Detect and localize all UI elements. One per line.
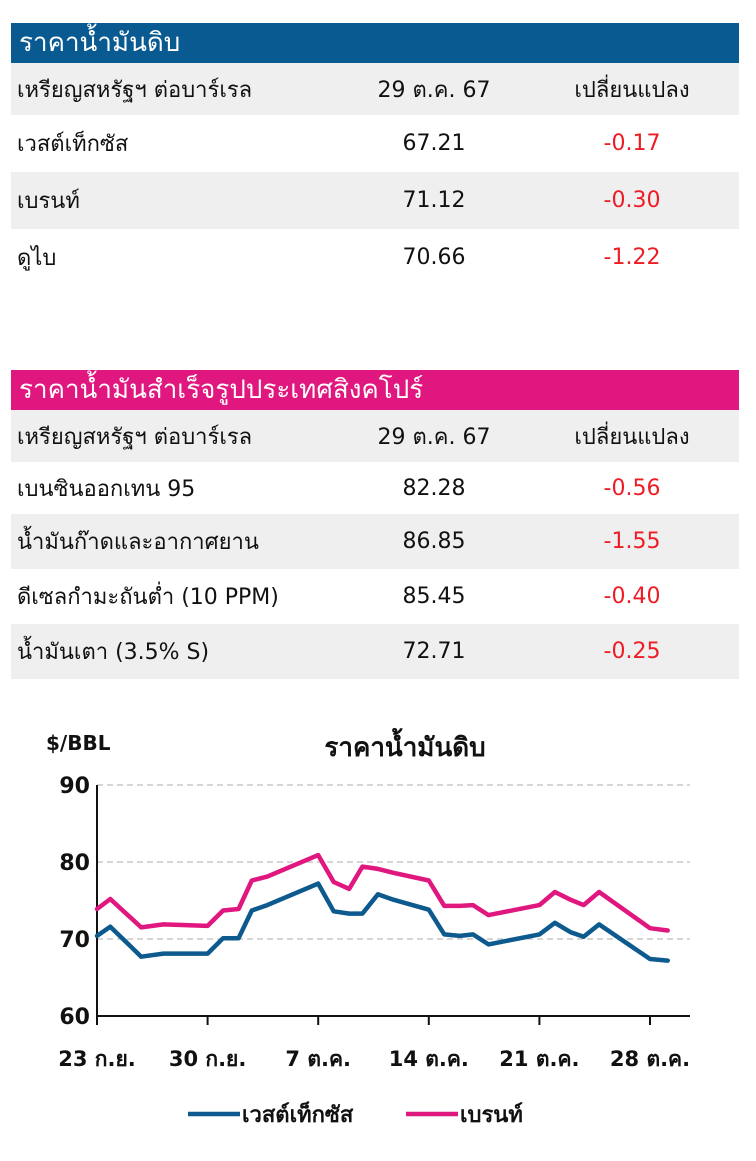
row-price: 71.12	[402, 188, 466, 213]
row-price: 72.71	[402, 639, 466, 664]
y-axis-label: $/BBL	[46, 731, 111, 755]
header-date: 29 ต.ค. 67	[377, 424, 491, 450]
table-row: น้ำมันก๊าดและอากาศยาน 86.85 -1.55	[11, 514, 739, 569]
refined-oil-table: ราคาน้ำมันสำเร็จรูปประเทศสิงคโปร์ เหรียญ…	[11, 370, 739, 679]
legend-label: เบรนท์	[460, 1102, 523, 1128]
y-tick-label: 90	[59, 774, 90, 799]
series-lines	[94, 852, 670, 963]
crude-oil-price-chart: $/BBL ราคาน้ำมันดิบ 60 70 80 90 23 ก.ย. 30 ก.…	[46, 727, 690, 1128]
x-tick-label: 30 ก.ย.	[169, 1047, 247, 1071]
axes: 60 70 80 90 23 ก.ย. 30 ก.ย. 7 ต.ค. 14 ต.ค. 21 ต.…	[58, 774, 690, 1071]
grid-lines	[97, 784, 690, 940]
crude-oil-table-header: เหรียญสหรัฐฯ ต่อบาร์เรล 29 ต.ค. 67 เปลี่…	[11, 63, 739, 115]
header-unit-label: เหรียญสหรัฐฯ ต่อบาร์เรล	[17, 424, 253, 450]
chart-title: ราคาน้ำมันดิบ	[324, 727, 485, 763]
row-change: -1.22	[603, 245, 661, 270]
table-row: เบนซินออกเทน 95 82.28 -0.56	[11, 462, 739, 514]
refined-oil-table-title: ราคาน้ำมันสำเร็จรูปประเทศสิงคโปร์	[11, 370, 739, 410]
y-tick-label: 70	[59, 928, 90, 953]
x-tick-label: 7 ต.ค.	[285, 1047, 351, 1071]
table-row: ดูไบ 70.66 -1.22	[11, 229, 739, 286]
header-change: เปลี่ยนแปลง	[574, 77, 690, 103]
row-name: น้ำมันเตา (3.5% S)	[17, 640, 210, 665]
header-unit-label: เหรียญสหรัฐฯ ต่อบาร์เรล	[17, 77, 253, 103]
table-row: เบรนท์ 71.12 -0.30	[11, 172, 739, 229]
crude-oil-table-title: ราคาน้ำมันดิบ	[11, 23, 739, 63]
y-tick-label: 80	[59, 851, 90, 876]
refined-oil-table-header: เหรียญสหรัฐฯ ต่อบาร์เรล 29 ต.ค. 67 เปลี่…	[11, 410, 739, 462]
legend: เวสต์เท็กซัส เบรนท์	[188, 1100, 523, 1128]
row-name: เวสต์เท็กซัส	[17, 132, 129, 157]
x-tick-label: 14 ต.ค.	[389, 1047, 469, 1071]
legend-label: เวสต์เท็กซัส	[242, 1100, 354, 1128]
row-change: -0.17	[603, 131, 661, 156]
table-row: น้ำมันเตา (3.5% S) 72.71 -0.25	[11, 624, 739, 679]
y-tick-label: 60	[59, 1005, 90, 1030]
row-change: -1.55	[603, 529, 661, 554]
crude-oil-table: ราคาน้ำมันดิบ เหรียญสหรัฐฯ ต่อบาร์เรล 29…	[11, 23, 739, 286]
row-change: -0.25	[603, 639, 661, 664]
row-price: 82.28	[402, 475, 466, 501]
header-date: 29 ต.ค. 67	[377, 77, 491, 103]
row-price: 70.66	[402, 245, 466, 270]
row-name: น้ำมันก๊าดและอากาศยาน	[17, 530, 259, 555]
row-price: 85.45	[402, 584, 466, 609]
x-tick-label: 28 ต.ค.	[610, 1047, 690, 1071]
table-row: ดีเซลกำมะถันต่ำ (10 PPM) 85.45 -0.40	[11, 569, 739, 624]
series-line-2	[94, 852, 670, 933]
header-change: เปลี่ยนแปลง	[574, 424, 690, 450]
x-tick-label: 21 ต.ค.	[499, 1047, 579, 1071]
x-tick-label: 23 ก.ย.	[58, 1047, 136, 1071]
row-price: 86.85	[402, 529, 466, 554]
row-change: -0.40	[603, 584, 661, 609]
row-price: 67.21	[402, 131, 466, 156]
row-name: เบนซินออกเทน 95	[17, 476, 196, 502]
row-change: -0.56	[603, 475, 661, 501]
row-name: เบรนท์	[17, 189, 80, 214]
row-name: ดีเซลกำมะถันต่ำ (10 PPM)	[17, 585, 279, 610]
series-line-1	[94, 881, 670, 963]
table-row: เวสต์เท็กซัส 67.21 -0.17	[11, 115, 739, 172]
row-name: ดูไบ	[17, 246, 57, 271]
row-change: -0.30	[603, 188, 661, 213]
